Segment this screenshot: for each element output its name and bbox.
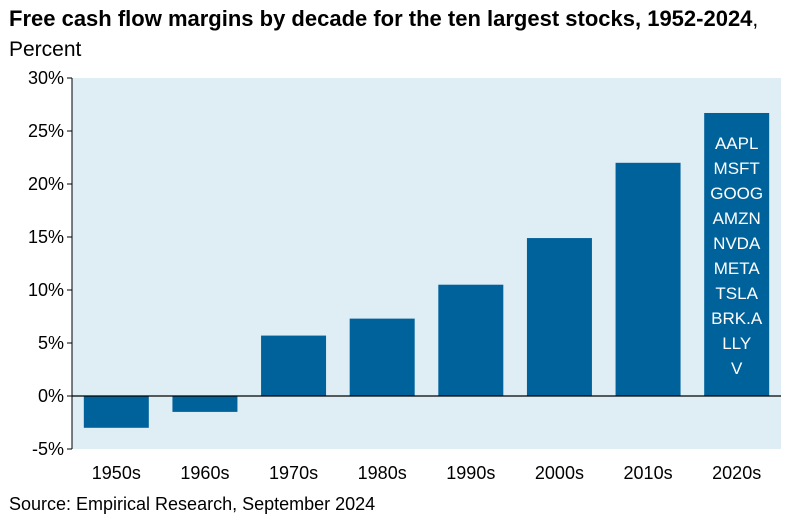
bar-2020s [704,112,770,396]
bar-annotation-label: TSLA [715,284,758,303]
bar-1950s [83,396,149,428]
x-tick-label: 1970s [269,463,318,483]
x-tick-label: 1950s [92,463,141,483]
bar-annotation-label: GOOG [710,184,763,203]
bar-2000s [526,238,592,396]
y-tick-label: 25% [28,121,64,141]
x-tick-label: 2020s [712,463,761,483]
bar-annotation-label: AAPL [715,134,758,153]
x-tick-label: 1960s [180,463,229,483]
chart-title-unit: , Percent [9,8,759,61]
source-note: Source: Empirical Research, September 20… [9,494,376,514]
bar-1960s [172,396,238,412]
y-tick-label: 5% [38,333,64,353]
chart-title-text: Free cash flow margins by decade for the… [9,6,753,31]
bar-2010s [615,162,681,396]
y-tick-label: 15% [28,227,64,247]
bar-annotation-label: BRK.A [711,309,763,328]
y-tick-label: 20% [28,174,64,194]
bar-1980s [349,318,415,396]
x-tick-label: 2010s [624,463,673,483]
bar-annotation-label: NVDA [713,234,761,253]
bar-1990s [438,284,504,396]
bar-annotation-label: META [714,259,761,278]
bar-annotation-label: MSFT [714,159,760,178]
chart-title: Free cash flow margins by decade for the… [9,4,789,64]
x-tick-label: 1980s [358,463,407,483]
y-tick-label: -5% [32,439,64,459]
y-tick-label: 0% [38,386,64,406]
bar-annotation-label: AMZN [713,209,761,228]
x-tick-label: 2000s [535,463,584,483]
bar-annotation-label: LLY [722,334,751,353]
bar-1970s [261,335,327,396]
bar-annotation-label: V [731,359,743,378]
y-tick-label: 30% [28,68,64,88]
y-tick-label: 10% [28,280,64,300]
x-tick-label: 1990s [446,463,495,483]
